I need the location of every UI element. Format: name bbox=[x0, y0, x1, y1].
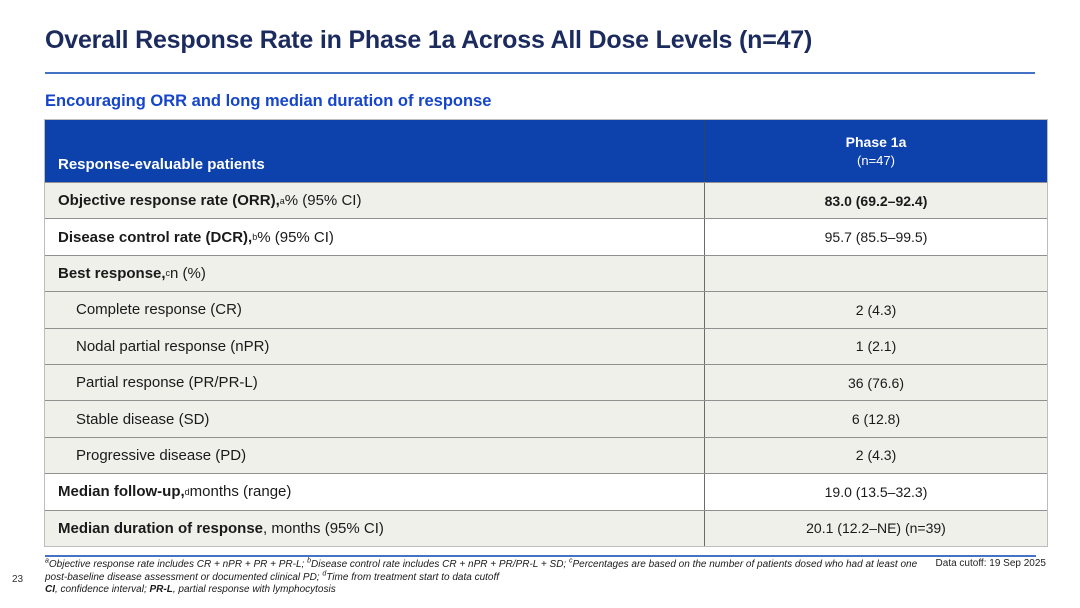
footnote-marker: c bbox=[568, 557, 573, 565]
footnote-line-2: post-baseline disease assessment or docu… bbox=[45, 570, 500, 583]
table-row-cr: Complete response (CR) 2 (4.3) bbox=[45, 291, 1047, 328]
row-value: 2 (4.3) bbox=[704, 292, 1047, 328]
row-value: 1 (2.1) bbox=[704, 328, 1047, 364]
row-value: 19.0 (13.5–32.3) bbox=[704, 474, 1047, 510]
table-row-npr: Nodal partial response (nPR) 1 (2.1) bbox=[45, 327, 1047, 364]
footnote-marker: d bbox=[322, 570, 327, 578]
row-label-rest: Progressive disease (PD) bbox=[76, 446, 247, 464]
phase-label: Phase 1a bbox=[845, 133, 907, 150]
row-label-bold: Median duration of response bbox=[58, 519, 264, 537]
row-label-bold: Disease control rate (DCR), bbox=[58, 228, 253, 246]
column-header-patients: Response-evaluable patients bbox=[58, 156, 265, 173]
row-label-rest: Partial response (PR/PR-L) bbox=[76, 374, 258, 392]
table-row-sd: Stable disease (SD) 6 (12.8) bbox=[45, 400, 1047, 437]
row-label-rest: n (%) bbox=[170, 264, 206, 282]
row-label: Progressive disease (PD) bbox=[45, 438, 704, 473]
row-label-rest: Complete response (CR) bbox=[76, 301, 242, 319]
row-value: 36 (76.6) bbox=[704, 364, 1047, 401]
row-label: Nodal partial response (nPR) bbox=[45, 329, 704, 364]
row-label-rest: Stable disease (SD) bbox=[76, 410, 210, 428]
column-header-phase1a: Phase 1a (n=47) bbox=[704, 120, 1047, 182]
row-label-rest: % (95% CI) bbox=[284, 192, 362, 210]
footer-divider-line bbox=[45, 555, 1036, 557]
table-header-row: Response-evaluable patients Phase 1a (n=… bbox=[45, 120, 1047, 182]
footnotes: aObjective response rate includes CR + n… bbox=[45, 557, 925, 597]
row-value: 83.0 (69.2–92.4) bbox=[704, 183, 1047, 219]
row-label-bold: Median follow-up, bbox=[58, 483, 185, 501]
row-label: Stable disease (SD) bbox=[45, 401, 704, 436]
row-label: Partial response (PR/PR-L) bbox=[45, 365, 704, 400]
table-row-pd: Progressive disease (PD) 2 (4.3) bbox=[45, 436, 1047, 474]
row-label-rest: Nodal partial response (nPR) bbox=[76, 337, 270, 355]
row-label: Median duration of response, months (95%… bbox=[45, 511, 704, 546]
data-cutoff-label: Data cutoff: 19 Sep 2025 bbox=[935, 558, 1046, 569]
title-divider-line bbox=[45, 72, 1035, 74]
table-row-median-dor: Median duration of response, months (95%… bbox=[45, 509, 1047, 546]
row-label: Best response, c n (%) bbox=[58, 264, 206, 282]
results-table: Response-evaluable patients Phase 1a (n=… bbox=[44, 119, 1048, 547]
row-value: 95.7 (85.5–99.5) bbox=[704, 219, 1047, 255]
row-value: 2 (4.3) bbox=[704, 437, 1047, 474]
page-number: 23 bbox=[12, 574, 24, 585]
table-row-pr: Partial response (PR/PR-L) 36 (76.6) bbox=[45, 363, 1047, 401]
row-label-rest: , months (95% CI) bbox=[263, 519, 384, 537]
row-label: Complete response (CR) bbox=[45, 292, 704, 327]
row-label-bold: Objective response rate (ORR), bbox=[58, 192, 280, 210]
row-label-rest: months (range) bbox=[189, 483, 292, 501]
row-label: Objective response rate (ORR), a % (95% C… bbox=[58, 192, 362, 210]
row-label-rest: % (95% CI) bbox=[257, 228, 334, 246]
row-value: 6 (12.8) bbox=[704, 401, 1047, 437]
table-row-median-followup: Median follow-up, d months (range) 19.0 (… bbox=[45, 473, 1047, 510]
footnote-marker: b bbox=[307, 557, 311, 565]
n-count-label: (n=47) bbox=[857, 152, 895, 168]
table-row-orr: Objective response rate (ORR), a % (95% C… bbox=[45, 182, 1047, 219]
footnote-marker: a bbox=[45, 557, 49, 565]
row-label: Median follow-up, d months (range) bbox=[58, 483, 292, 501]
row-label-bold: Best response, bbox=[58, 264, 166, 282]
table-row-best-response: Best response, c n (%) bbox=[45, 254, 1047, 292]
footnote-line-3: CI, confidence interval; PR-L, partial r… bbox=[45, 584, 336, 595]
row-value: 20.1 (12.2–NE) (n=39) bbox=[704, 510, 1047, 546]
page-title: Overall Response Rate in Phase 1a Across… bbox=[45, 26, 813, 54]
footnote-line-1: aObjective response rate includes CR + n… bbox=[45, 557, 918, 570]
row-value bbox=[704, 255, 1047, 292]
slide-subtitle: Encouraging ORR and long median duration… bbox=[45, 92, 492, 110]
row-label: Disease control rate (DCR), b % (95% CI) bbox=[58, 228, 334, 246]
table-row-dcr: Disease control rate (DCR), b % (95% CI) … bbox=[45, 218, 1047, 255]
